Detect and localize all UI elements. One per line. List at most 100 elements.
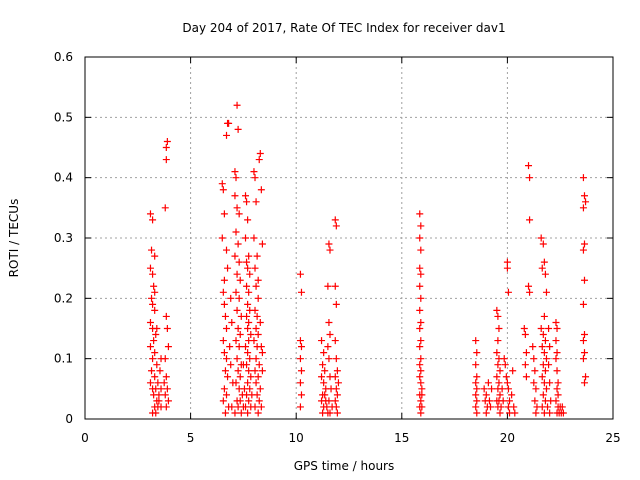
data-point [526, 288, 534, 296]
data-point [580, 331, 588, 339]
data-point [530, 379, 538, 387]
data-point [538, 264, 546, 272]
data-point [255, 361, 263, 369]
data-point [538, 343, 546, 351]
data-point [220, 300, 228, 308]
data-point [472, 391, 480, 399]
data-point [417, 222, 425, 230]
data-point [161, 355, 169, 363]
data-point [529, 343, 537, 351]
data-point [244, 325, 252, 332]
y-axis-label: ROTI / TECUs [7, 199, 21, 278]
data-point [522, 373, 530, 381]
data-point [246, 270, 254, 278]
data-point [242, 234, 250, 242]
data-point [418, 385, 426, 393]
data-point [146, 379, 154, 387]
y-tick-label: 0.2 [54, 291, 73, 305]
data-point [554, 391, 562, 399]
data-point [552, 355, 560, 363]
data-point [416, 234, 424, 242]
data-point [220, 349, 228, 357]
data-point [552, 337, 560, 345]
data-point [296, 379, 304, 387]
data-point [151, 288, 159, 296]
data-point [416, 264, 424, 272]
data-point [416, 361, 424, 369]
data-point [296, 355, 304, 363]
data-point [320, 349, 328, 357]
data-point [332, 222, 340, 230]
data-point [332, 403, 340, 411]
data-point [554, 379, 562, 387]
data-point [219, 337, 227, 345]
data-point [416, 282, 424, 290]
data-point [579, 355, 587, 363]
x-axis: 0 5 10 15 20 25 [81, 57, 621, 445]
data-point [235, 210, 243, 218]
data-point [235, 258, 243, 266]
data-point [236, 373, 244, 381]
data-point [332, 300, 340, 308]
data-point [542, 355, 550, 363]
data-point [252, 198, 260, 206]
data-point [493, 373, 501, 381]
data-point [501, 361, 509, 369]
data-point [480, 385, 488, 393]
data-point [251, 403, 259, 411]
data-point [232, 174, 240, 182]
data-point [416, 325, 424, 332]
data-point [416, 210, 424, 218]
data-point [256, 385, 264, 393]
data-point [297, 343, 305, 351]
data-point [579, 337, 587, 345]
data-point [251, 367, 259, 375]
data-point [152, 331, 160, 339]
data-point [545, 361, 553, 369]
data-point [531, 367, 539, 375]
data-point [508, 391, 516, 399]
data-point [500, 355, 508, 363]
data-point [232, 228, 240, 236]
data-point [234, 367, 242, 375]
data-point [417, 367, 425, 375]
data-point [297, 367, 305, 375]
data-point [254, 331, 262, 339]
data-point [542, 288, 550, 296]
data-point [223, 131, 231, 139]
data-point [162, 144, 170, 151]
data-point [503, 258, 511, 266]
data-point [223, 355, 231, 363]
data-point [580, 379, 588, 387]
data-point [541, 367, 549, 375]
data-point [553, 325, 561, 332]
data-point [579, 300, 587, 308]
data-point [163, 137, 171, 145]
x-tick-label: 25 [605, 431, 620, 445]
data-point [233, 204, 241, 212]
data-series [146, 101, 590, 417]
data-point [320, 379, 328, 387]
data-point [254, 276, 262, 284]
data-point [235, 294, 243, 302]
data-point [221, 312, 229, 320]
data-point [546, 343, 554, 351]
data-point [245, 367, 253, 375]
data-point [150, 337, 158, 345]
data-point [326, 331, 334, 339]
data-point [231, 409, 239, 417]
data-point [244, 349, 252, 357]
data-point [579, 174, 587, 182]
data-point [157, 385, 165, 393]
data-point [331, 373, 339, 381]
data-point [257, 403, 265, 411]
grid-lines [85, 57, 613, 419]
data-point [251, 174, 259, 182]
data-point [235, 343, 243, 351]
data-point [254, 373, 262, 381]
data-point [252, 282, 260, 290]
data-point [234, 125, 242, 133]
data-point [417, 270, 425, 278]
data-point [148, 294, 156, 302]
data-point [146, 210, 154, 218]
